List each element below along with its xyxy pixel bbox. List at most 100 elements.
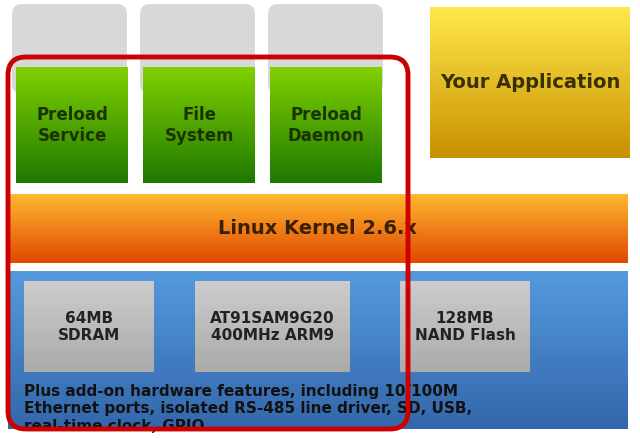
Bar (8, 413, 628, 417)
Bar (430, 12, 630, 14)
Bar (400, 322, 530, 325)
Bar (270, 130, 382, 133)
Bar (400, 293, 530, 295)
Bar (16, 118, 128, 121)
Bar (270, 84, 382, 87)
Bar (195, 335, 350, 338)
Bar (143, 79, 255, 82)
Bar (24, 286, 154, 289)
Bar (430, 14, 630, 16)
Bar (400, 288, 530, 291)
Bar (195, 308, 350, 311)
Bar (430, 38, 630, 40)
Bar (8, 233, 628, 235)
Bar (8, 298, 628, 301)
Bar (430, 88, 630, 91)
Bar (16, 98, 128, 100)
Bar (24, 301, 154, 304)
Bar (400, 358, 530, 360)
Bar (270, 155, 382, 158)
Bar (8, 371, 628, 374)
Bar (16, 84, 128, 87)
Bar (8, 217, 628, 219)
Bar (8, 199, 628, 201)
Bar (8, 205, 628, 206)
Text: Linux Kernel 2.6.x: Linux Kernel 2.6.x (218, 219, 417, 238)
Bar (8, 400, 628, 403)
Bar (8, 314, 628, 317)
Bar (8, 225, 628, 227)
Bar (430, 46, 630, 48)
Bar (8, 219, 628, 221)
Bar (24, 362, 154, 365)
Bar (8, 335, 628, 338)
Bar (24, 290, 154, 293)
Bar (195, 286, 350, 289)
Bar (24, 313, 154, 315)
Bar (195, 295, 350, 297)
Bar (400, 317, 530, 320)
Bar (8, 201, 628, 203)
Bar (24, 346, 154, 349)
Bar (430, 92, 630, 95)
Bar (400, 301, 530, 304)
Bar (430, 107, 630, 110)
Bar (8, 343, 628, 346)
Bar (8, 257, 628, 258)
Bar (8, 327, 628, 330)
Bar (8, 319, 628, 322)
Bar (400, 338, 530, 340)
Bar (8, 206, 628, 208)
Bar (270, 162, 382, 165)
Bar (430, 25, 630, 27)
Bar (195, 344, 350, 347)
Bar (430, 42, 630, 44)
Bar (430, 55, 630, 57)
Bar (195, 306, 350, 309)
Bar (143, 127, 255, 130)
Bar (8, 216, 628, 218)
Bar (8, 411, 628, 414)
Bar (143, 75, 255, 78)
Bar (143, 144, 255, 146)
Bar (8, 261, 628, 263)
Bar (16, 72, 128, 75)
Bar (16, 88, 128, 91)
Bar (430, 81, 630, 83)
Bar (8, 329, 628, 332)
Bar (195, 328, 350, 331)
Bar (430, 53, 630, 55)
Bar (24, 319, 154, 322)
Bar (270, 77, 382, 80)
Bar (430, 15, 630, 18)
Bar (143, 125, 255, 128)
Bar (400, 290, 530, 293)
Bar (143, 146, 255, 148)
Text: Preload
Service: Preload Service (36, 106, 108, 145)
Bar (143, 93, 255, 96)
Bar (8, 235, 628, 237)
Bar (430, 98, 630, 100)
Text: 128MB
NAND Flash: 128MB NAND Flash (415, 310, 515, 343)
Bar (400, 367, 530, 369)
Bar (430, 148, 630, 151)
Bar (400, 313, 530, 315)
Bar (16, 125, 128, 128)
Bar (430, 21, 630, 24)
Bar (143, 84, 255, 87)
Bar (430, 71, 630, 74)
Bar (270, 111, 382, 114)
Bar (8, 252, 628, 254)
Bar (16, 102, 128, 105)
Bar (270, 153, 382, 155)
Bar (8, 198, 628, 200)
Bar (8, 356, 628, 359)
Bar (8, 194, 628, 196)
Bar (400, 295, 530, 297)
Bar (8, 303, 628, 306)
Bar (24, 333, 154, 336)
Bar (430, 18, 630, 20)
Bar (195, 356, 350, 358)
Bar (8, 212, 628, 213)
Bar (143, 100, 255, 103)
